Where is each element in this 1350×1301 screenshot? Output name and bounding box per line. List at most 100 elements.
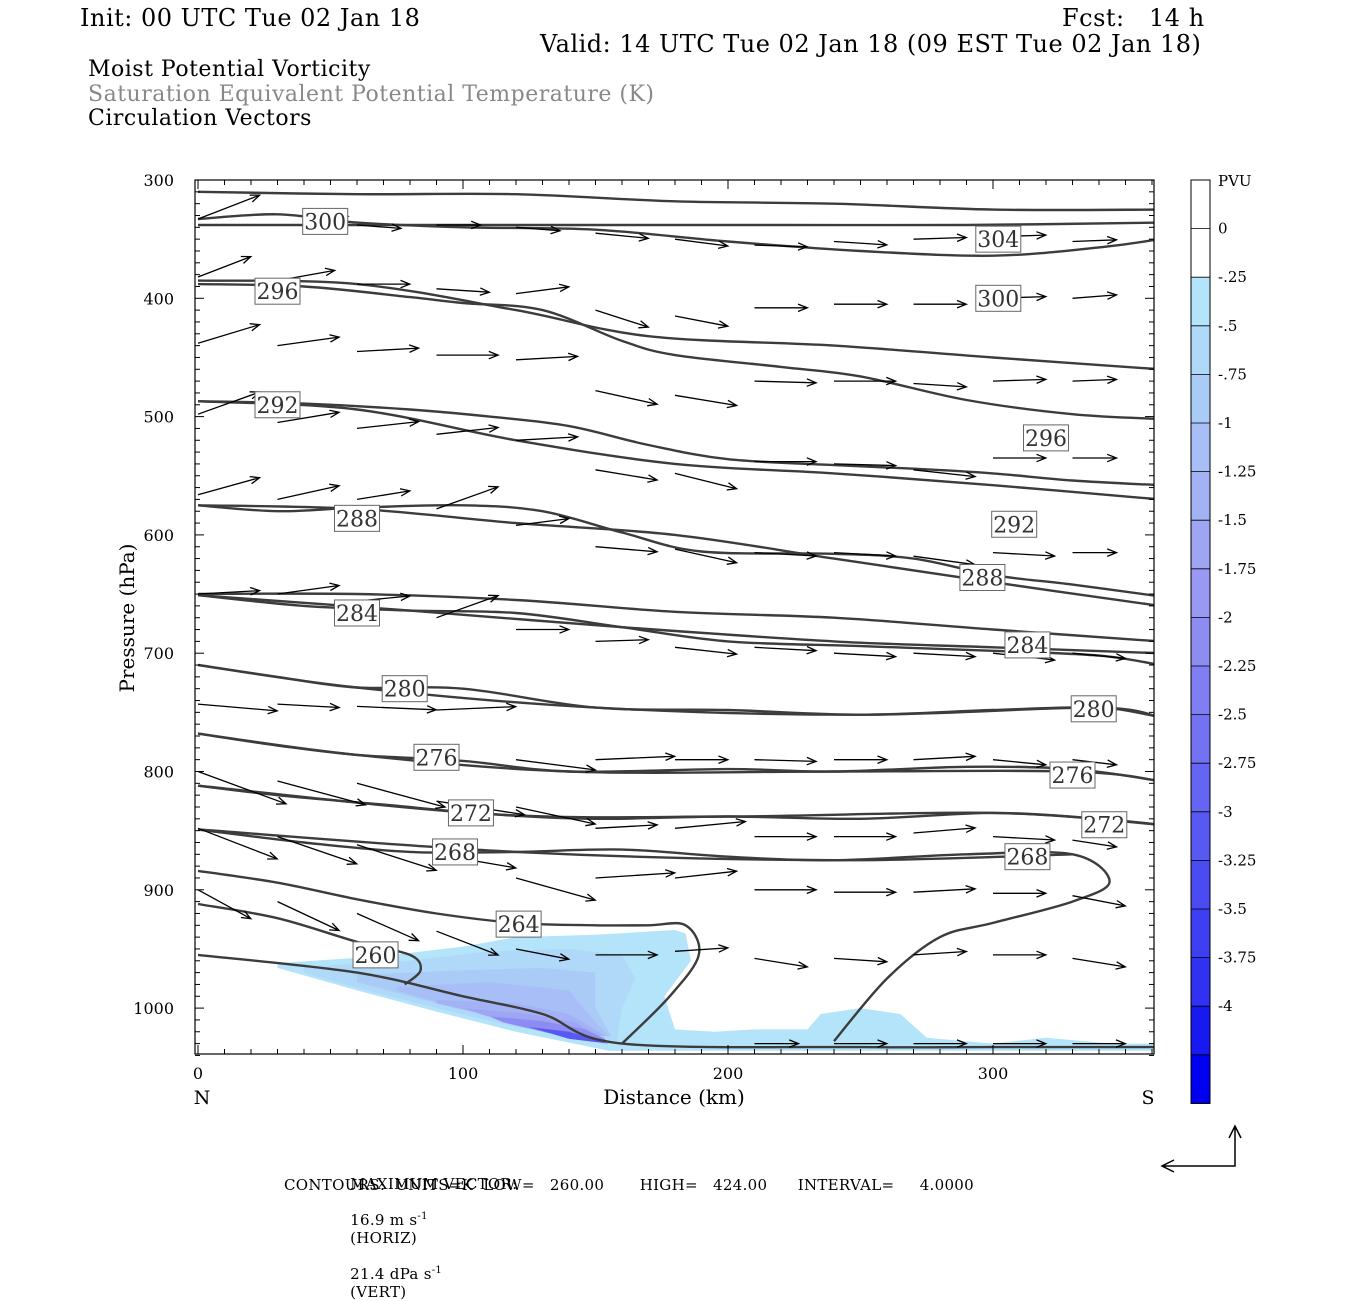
circulation-vector — [993, 950, 1048, 960]
circulation-vector — [913, 299, 969, 309]
circulation-vector — [1072, 839, 1119, 850]
y-tick-label: 800 — [143, 763, 174, 782]
circulation-vector — [436, 930, 500, 956]
circulation-vector — [674, 867, 739, 879]
reference-vector-icon — [1160, 1124, 1242, 1173]
circulation-vector — [834, 755, 889, 765]
circulation-vector — [436, 220, 483, 230]
vert-unit: (VERT) — [350, 1283, 407, 1301]
minor-ticks — [195, 179, 1154, 1056]
theta-contour-line — [197, 828, 1111, 1042]
circulation-vector — [833, 461, 898, 470]
circulation-vector — [913, 1039, 969, 1048]
circulation-vector — [595, 635, 651, 645]
contour-label-box — [352, 941, 399, 969]
x-end-label-north: N — [194, 1087, 211, 1109]
circulation-vector — [913, 947, 969, 957]
circulation-vector — [674, 472, 739, 491]
circulation-vectors — [197, 194, 1128, 1048]
forecast-hour: Fcst: 14 h — [1062, 4, 1205, 32]
contour-label: 292 — [993, 513, 1035, 538]
circulation-vector — [436, 350, 500, 360]
circulation-vector — [356, 705, 438, 714]
circulation-vector — [277, 334, 341, 347]
circulation-vector — [356, 418, 421, 430]
x-end-label-south: S — [1141, 1087, 1154, 1109]
circulation-vector — [595, 469, 659, 483]
colorbar-label: 0 — [1218, 220, 1228, 238]
contour-label: 296 — [257, 280, 299, 305]
circulation-vector — [436, 702, 518, 712]
y-tick-label: 500 — [143, 408, 174, 427]
circulation-vector — [992, 835, 1057, 844]
circulation-vector — [1072, 291, 1119, 300]
circulation-vector — [595, 232, 651, 242]
colorbar-swatch — [1191, 957, 1210, 1007]
circulation-vector — [674, 818, 748, 829]
colorbar-label: -1.25 — [1218, 463, 1256, 481]
circulation-vector — [913, 824, 977, 834]
circulation-vector — [1072, 1039, 1128, 1048]
colorbar-swatch — [1191, 714, 1210, 764]
circulation-vector — [356, 782, 447, 809]
circulation-vector — [436, 485, 500, 510]
theta-contour-line — [197, 828, 1073, 862]
circulation-vector — [1072, 235, 1119, 245]
circulation-vector — [595, 869, 677, 879]
circulation-vector — [834, 887, 898, 897]
colorbar-label: -3 — [1218, 803, 1233, 821]
colorbar-swatch — [1191, 325, 1210, 375]
contour-label: 268 — [1006, 846, 1048, 871]
x-tick-label: 100 — [448, 1064, 479, 1083]
contour-label-box — [959, 563, 1006, 591]
circulation-vector — [754, 756, 818, 766]
circulation-vector — [913, 469, 977, 480]
circulation-vector — [913, 752, 977, 762]
horiz-exponent: -1 — [417, 1211, 428, 1222]
circulation-vector — [754, 832, 818, 841]
colorbar-swatch — [1191, 811, 1210, 861]
colorbar-frame — [1190, 179, 1211, 1104]
circulation-vector — [197, 827, 279, 860]
colorbar-label: -.75 — [1218, 365, 1247, 383]
contour-label-box — [1070, 695, 1117, 723]
circulation-vector — [913, 382, 969, 391]
circulation-vector — [515, 225, 562, 235]
valid-time: Valid: 14 UTC Tue 02 Jan 18 (09 EST Tue … — [540, 30, 1202, 58]
circulation-vector — [674, 646, 739, 658]
colorbar-label: -2.25 — [1218, 657, 1256, 675]
contour-label: 292 — [257, 394, 299, 419]
contour-info: CONTOURS: UNITS=K LOW= 260.00 HIGH= 424.… — [284, 1176, 974, 1194]
circulation-vector — [197, 255, 253, 278]
circulation-vector — [754, 303, 810, 313]
circulation-vector — [197, 889, 253, 920]
contour-label-box — [447, 799, 494, 827]
circulation-vector — [754, 378, 818, 387]
contour-label: 288 — [336, 507, 378, 532]
contour-label: 276 — [416, 746, 458, 771]
y-axis-label: Pressure (hPa) — [115, 544, 139, 693]
colorbar-label: -2.75 — [1218, 754, 1256, 772]
y-tick-label: 700 — [143, 644, 174, 663]
contour-label-box — [254, 391, 301, 419]
contour-label-box — [975, 225, 1022, 253]
contour-labels: 300 304 296 300 292 296 288 292 288 284 284 280 280 2… — [254, 207, 1128, 969]
circulation-vector — [356, 912, 421, 942]
circulation-vector — [277, 780, 368, 807]
circulation-vector — [754, 1039, 801, 1048]
circulation-vector — [515, 806, 597, 827]
circulation-vector — [197, 323, 262, 344]
circulation-vector — [356, 488, 412, 501]
circulation-vector — [754, 957, 810, 970]
circulation-vector — [754, 645, 818, 655]
theta-contour-line — [197, 869, 701, 1045]
contour-label: 264 — [498, 913, 540, 938]
contour-label-box — [495, 910, 542, 938]
colorbar-title: PVU — [1218, 172, 1252, 190]
circulation-vector — [357, 279, 412, 289]
theta-contour-line — [197, 784, 1154, 826]
x-axis-label: Distance (km) — [603, 1085, 745, 1109]
circulation-vector — [674, 315, 730, 329]
contour-label: 284 — [1006, 634, 1048, 659]
theta-contour-line — [197, 732, 1154, 782]
